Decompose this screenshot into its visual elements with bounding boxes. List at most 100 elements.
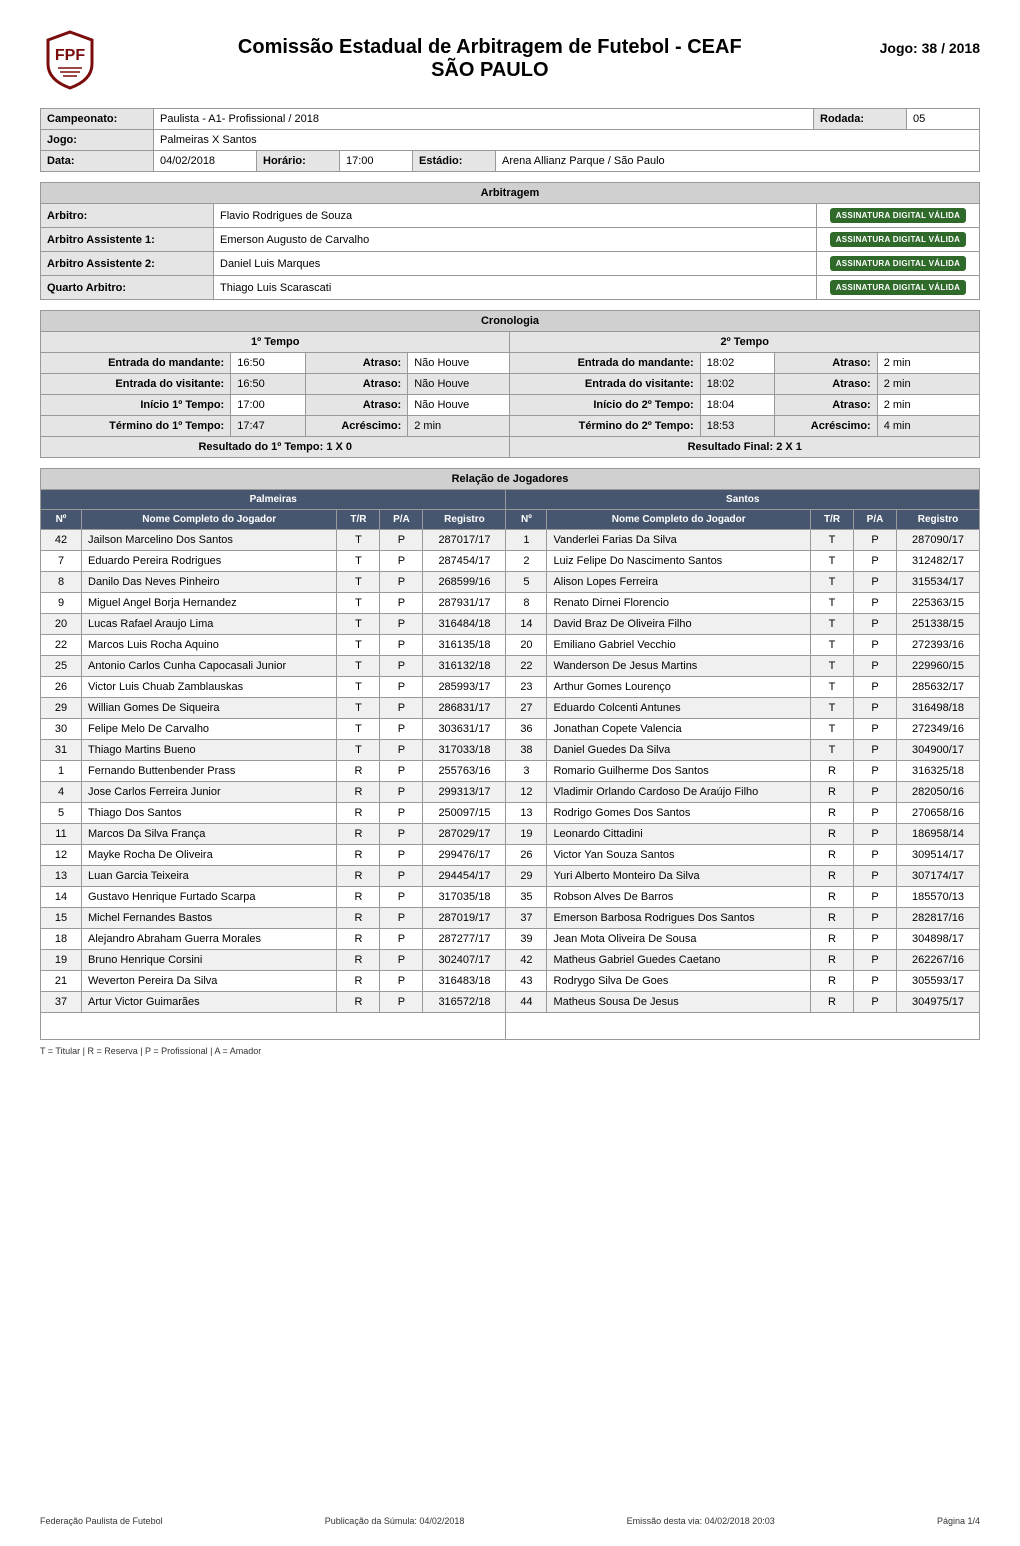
player-tr: R (811, 950, 854, 971)
player-reg: 316135/18 (423, 635, 506, 656)
estadio-value: Arena Allianz Parque / São Paulo (496, 151, 980, 172)
player-nome: Matheus Sousa De Jesus (547, 992, 811, 1013)
player-reg: 287017/17 (423, 530, 506, 551)
empty-row-r (506, 1013, 980, 1040)
player-pa: P (854, 803, 897, 824)
player-reg: 268599/16 (423, 572, 506, 593)
player-pa: P (380, 845, 423, 866)
player-tr: R (337, 929, 380, 950)
col-tr-l: T/R (337, 510, 380, 530)
player-nome: Jose Carlos Ferreira Junior (82, 782, 337, 803)
t2-inicio-val: 18:04 (700, 395, 775, 416)
player-nome: Eduardo Colcenti Antunes (547, 698, 811, 719)
player-n: 14 (506, 614, 547, 635)
t2-atraso-mand-val: 2 min (877, 353, 979, 374)
player-nome: Felipe Melo De Carvalho (82, 719, 337, 740)
player-tr: T (337, 635, 380, 656)
rodada-label: Rodada: (814, 109, 907, 130)
player-tr: R (337, 992, 380, 1013)
t1-atraso-vis-label: Atraso: (305, 374, 407, 395)
arbitro-label: Arbitro Assistente 1: (41, 228, 214, 252)
player-reg: 294454/17 (423, 866, 506, 887)
player-tr: R (337, 887, 380, 908)
player-nome: Michel Fernandes Bastos (82, 908, 337, 929)
jogo-number: Jogo: 38 / 2018 (880, 30, 980, 56)
player-nome: Victor Yan Souza Santos (547, 845, 811, 866)
t2-atraso-vis-label: Atraso: (775, 374, 877, 395)
player-reg: 304898/17 (897, 929, 980, 950)
rodada-value: 05 (907, 109, 980, 130)
player-tr: T (811, 677, 854, 698)
player-nome: Jean Mota Oliveira De Sousa (547, 929, 811, 950)
player-n: 31 (41, 740, 82, 761)
player-tr: T (811, 740, 854, 761)
player-tr: R (337, 803, 380, 824)
assinatura-badge: ASSINATURA DIGITAL VÁLIDA (830, 280, 967, 295)
player-reg: 287090/17 (897, 530, 980, 551)
title-line1: Comissão Estadual de Arbitragem de Futeb… (120, 36, 860, 59)
t2-termino-label: Término do 2º Tempo: (510, 416, 700, 437)
player-pa: P (380, 530, 423, 551)
player-tr: R (811, 845, 854, 866)
t2-entrada-mand-label: Entrada do mandante: (510, 353, 700, 374)
player-n: 29 (41, 698, 82, 719)
player-nome: Thiago Martins Bueno (82, 740, 337, 761)
player-nome: Robson Alves De Barros (547, 887, 811, 908)
player-pa: P (854, 971, 897, 992)
cronologia-table: Cronologia 1º Tempo 2º Tempo Entrada do … (40, 310, 980, 458)
assinatura-cell: ASSINATURA DIGITAL VÁLIDA (817, 276, 980, 300)
player-n: 1 (41, 761, 82, 782)
player-row: 21 Weverton Pereira Da Silva R P 316483/… (41, 971, 980, 992)
player-pa: P (854, 593, 897, 614)
t1-atraso-inicio-val: Não Houve (408, 395, 510, 416)
player-reg: 282817/16 (897, 908, 980, 929)
player-pa: P (380, 698, 423, 719)
horario-value: 17:00 (340, 151, 413, 172)
player-n: 1 (506, 530, 547, 551)
assinatura-cell: ASSINATURA DIGITAL VÁLIDA (817, 252, 980, 276)
player-nome: Alejandro Abraham Guerra Morales (82, 929, 337, 950)
player-tr: T (811, 635, 854, 656)
player-n: 9 (41, 593, 82, 614)
player-n: 25 (41, 656, 82, 677)
t1-acrescimo-label: Acréscimo: (305, 416, 407, 437)
player-tr: R (337, 824, 380, 845)
player-reg: 317035/18 (423, 887, 506, 908)
col-reg-r: Registro (897, 510, 980, 530)
player-reg: 316484/18 (423, 614, 506, 635)
player-reg: 299476/17 (423, 845, 506, 866)
player-tr: T (811, 614, 854, 635)
resultado-1t: Resultado do 1º Tempo: 1 X 0 (41, 437, 510, 458)
player-nome: Daniel Guedes Da Silva (547, 740, 811, 761)
player-n: 44 (506, 992, 547, 1013)
player-reg: 299313/17 (423, 782, 506, 803)
player-reg: 287277/17 (423, 929, 506, 950)
t2-entrada-vis-val: 18:02 (700, 374, 775, 395)
player-pa: P (854, 782, 897, 803)
player-reg: 285993/17 (423, 677, 506, 698)
player-nome: Vanderlei Farias Da Silva (547, 530, 811, 551)
player-pa: P (854, 908, 897, 929)
player-reg: 316132/18 (423, 656, 506, 677)
empty-row-l (41, 1013, 506, 1040)
player-reg: 225363/15 (897, 593, 980, 614)
player-reg: 250097/15 (423, 803, 506, 824)
player-tr: T (337, 614, 380, 635)
player-tr: T (811, 698, 854, 719)
player-row: 18 Alejandro Abraham Guerra Morales R P … (41, 929, 980, 950)
player-row: 37 Artur Victor Guimarães R P 316572/18 … (41, 992, 980, 1013)
player-reg: 316572/18 (423, 992, 506, 1013)
t1-atraso-inicio-label: Atraso: (305, 395, 407, 416)
assinatura-badge: ASSINATURA DIGITAL VÁLIDA (830, 256, 967, 271)
player-row: 42 Jailson Marcelino Dos Santos T P 2870… (41, 530, 980, 551)
player-n: 23 (506, 677, 547, 698)
player-n: 3 (506, 761, 547, 782)
player-row: 13 Luan Garcia Teixeira R P 294454/17 29… (41, 866, 980, 887)
player-reg: 186958/14 (897, 824, 980, 845)
arbitragem-row: Arbitro: Flavio Rodrigues de Souza ASSIN… (41, 204, 980, 228)
player-tr: T (811, 719, 854, 740)
player-reg: 304975/17 (897, 992, 980, 1013)
player-nome: Emerson Barbosa Rodrigues Dos Santos (547, 908, 811, 929)
col-n-l: Nº (41, 510, 82, 530)
player-n: 21 (41, 971, 82, 992)
